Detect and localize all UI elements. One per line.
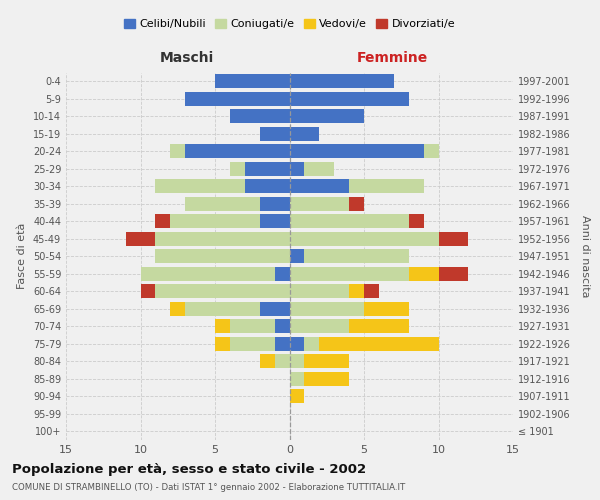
Bar (140, 284, 155, 298)
Bar (260, 214, 290, 228)
Bar (230, 162, 245, 176)
Bar (349, 180, 424, 193)
Bar (155, 284, 290, 298)
Bar (290, 110, 364, 123)
Bar (260, 126, 290, 141)
Bar (275, 320, 290, 333)
Bar (349, 284, 364, 298)
Bar (439, 267, 469, 281)
Bar (260, 354, 275, 368)
Bar (170, 302, 185, 316)
Text: Maschi: Maschi (160, 51, 214, 65)
Bar (275, 267, 290, 281)
Bar (290, 162, 304, 176)
Bar (364, 302, 409, 316)
Bar (290, 126, 319, 141)
Text: Popolazione per età, sesso e stato civile - 2002: Popolazione per età, sesso e stato civil… (12, 462, 366, 475)
Bar (260, 302, 290, 316)
Bar (290, 302, 364, 316)
Bar (290, 144, 424, 158)
Bar (304, 162, 334, 176)
Bar (290, 214, 409, 228)
Bar (230, 110, 290, 123)
Bar (140, 267, 275, 281)
Bar (185, 144, 290, 158)
Bar (304, 372, 349, 386)
Bar (245, 180, 290, 193)
Bar (215, 320, 230, 333)
Y-axis label: Fasce di età: Fasce di età (17, 223, 27, 290)
Legend: Celibi/Nubili, Coniugati/e, Vedovi/e, Divorziati/e: Celibi/Nubili, Coniugati/e, Vedovi/e, Di… (119, 14, 460, 34)
Text: COMUNE DI STRAMBINELLO (TO) - Dati ISTAT 1° gennaio 2002 - Elaborazione TUTTITAL: COMUNE DI STRAMBINELLO (TO) - Dati ISTAT… (12, 484, 405, 492)
Bar (290, 389, 304, 403)
Y-axis label: Anni di nascita: Anni di nascita (580, 215, 590, 298)
Bar (155, 214, 170, 228)
Text: Femmine: Femmine (356, 51, 428, 65)
Bar (409, 267, 439, 281)
Bar (185, 92, 290, 106)
Bar (304, 337, 319, 351)
Bar (290, 249, 304, 263)
Bar (409, 214, 424, 228)
Bar (424, 144, 439, 158)
Bar (290, 196, 349, 211)
Bar (290, 92, 409, 106)
Bar (260, 196, 290, 211)
Bar (304, 354, 349, 368)
Bar (170, 214, 260, 228)
Bar (185, 196, 260, 211)
Bar (230, 320, 275, 333)
Bar (290, 354, 304, 368)
Bar (290, 180, 349, 193)
Bar (275, 354, 290, 368)
Bar (275, 337, 290, 351)
Bar (349, 320, 409, 333)
Bar (245, 162, 290, 176)
Bar (125, 232, 155, 245)
Bar (290, 284, 349, 298)
Bar (230, 337, 275, 351)
Bar (439, 232, 469, 245)
Bar (155, 249, 290, 263)
Bar (290, 320, 349, 333)
Bar (215, 74, 290, 88)
Bar (185, 302, 260, 316)
Bar (170, 144, 185, 158)
Bar (290, 74, 394, 88)
Bar (155, 232, 290, 245)
Bar (304, 249, 409, 263)
Bar (155, 180, 245, 193)
Bar (349, 196, 364, 211)
Bar (215, 337, 230, 351)
Bar (290, 372, 304, 386)
Bar (290, 232, 439, 245)
Bar (290, 267, 409, 281)
Bar (319, 337, 439, 351)
Bar (290, 337, 304, 351)
Bar (364, 284, 379, 298)
